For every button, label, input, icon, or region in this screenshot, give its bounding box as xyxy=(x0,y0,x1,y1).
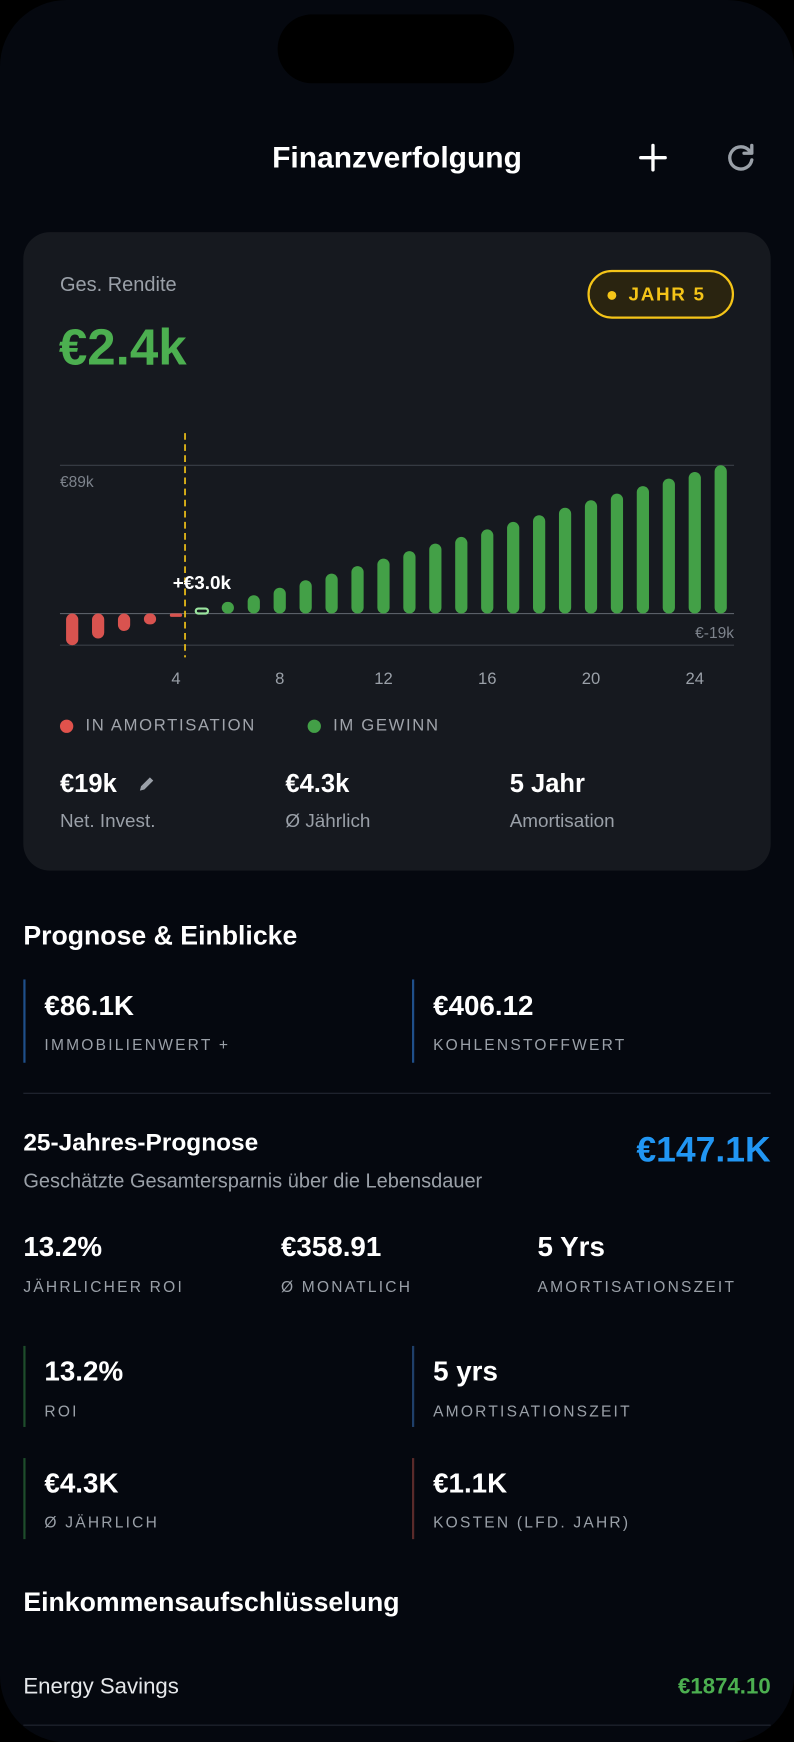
forecast-stat-label: Ø MONATLICH xyxy=(280,1277,413,1296)
bar xyxy=(688,471,701,614)
add-button[interactable] xyxy=(637,142,668,173)
forecast-stat-value: 13.2% xyxy=(23,1231,103,1263)
x-tick-label: 24 xyxy=(686,669,705,688)
bar xyxy=(66,613,79,646)
divider xyxy=(23,1092,771,1094)
forecast-stat-value: €358.91 xyxy=(280,1231,382,1263)
section-title: Einkommensaufschlüsselung xyxy=(23,1587,400,1618)
bar xyxy=(533,515,546,614)
accent-line xyxy=(23,1345,26,1427)
bar xyxy=(714,465,727,614)
legend-label: IN AMORTISATION xyxy=(86,716,256,735)
forecast-title: 25-Jahres-Prognose xyxy=(23,1128,259,1156)
x-tick-label: 4 xyxy=(171,669,180,688)
bar xyxy=(299,580,312,614)
chart: €89k €-19k 4 8 12 16 20 24 +€3.0k IN AMORTISATION… xyxy=(59,433,734,735)
bar xyxy=(481,529,494,614)
bar xyxy=(351,566,364,614)
metric-value: €1.1K xyxy=(433,1468,508,1500)
dynamic-island xyxy=(277,14,515,84)
metric-value: 13.2% xyxy=(44,1355,124,1388)
forecast-stat-label: JÄHRLICHER ROI xyxy=(23,1277,184,1296)
stat-label: Amortisation xyxy=(509,810,615,832)
stat-label: Net. Invest. xyxy=(59,810,156,832)
x-tick-label: 20 xyxy=(582,669,601,688)
legend-label: IM GEWINN xyxy=(333,716,440,735)
bar xyxy=(377,558,390,614)
bar xyxy=(636,486,649,614)
metric-value: €4.3K xyxy=(44,1468,119,1500)
bar xyxy=(558,507,572,614)
metric-value: 5 yrs xyxy=(433,1355,498,1388)
bar xyxy=(455,536,468,614)
header-title: Finanzverfolgung xyxy=(272,140,522,175)
legend-dot xyxy=(59,719,74,733)
bar xyxy=(143,613,157,625)
bar xyxy=(92,613,105,639)
edit-icon[interactable] xyxy=(137,774,157,794)
bar xyxy=(273,587,286,614)
annotation: +€3.0k xyxy=(173,572,232,593)
x-tick-label: 12 xyxy=(374,669,393,688)
bar xyxy=(247,595,260,614)
bar xyxy=(610,493,624,614)
bar xyxy=(429,543,442,614)
refresh-button[interactable] xyxy=(725,142,756,173)
income-value: €1874.10 xyxy=(678,1674,771,1700)
metric-label: AMORTISATIONSZEIT xyxy=(433,1402,632,1420)
insight-label: IMMOBILIENWERT + xyxy=(44,1035,231,1054)
card-value: €2.4k xyxy=(58,318,187,376)
bar xyxy=(507,521,520,614)
legend-dot xyxy=(307,719,321,733)
badge-text: JAHR 5 xyxy=(628,284,706,306)
metric-label: Ø JÄHRLICH xyxy=(44,1513,160,1531)
bar xyxy=(169,613,183,617)
metric-label: KOSTEN (LFD. JAHR) xyxy=(433,1513,631,1531)
bar xyxy=(117,613,131,632)
accent-line xyxy=(411,1345,415,1427)
insight-value: €86.1K xyxy=(44,990,134,1022)
forecast-subtitle: Geschätzte Gesamtersparnis über die Lebe… xyxy=(23,1169,483,1192)
card-label: Ges. Rendite xyxy=(59,273,177,296)
badge-dot xyxy=(607,290,617,300)
x-tick-label: 16 xyxy=(478,669,497,688)
accent-line xyxy=(411,979,415,1063)
bar xyxy=(662,478,675,614)
x-tick-label: 8 xyxy=(275,669,284,688)
insight-value: €406.12 xyxy=(433,990,534,1022)
forecast-total: €147.1K xyxy=(636,1129,771,1170)
forecast-stat-label: AMORTISATIONSZEIT xyxy=(537,1277,737,1296)
insight-label: KOHLENSTOFFWERT xyxy=(433,1035,627,1054)
y-tick-label: €-19k xyxy=(695,625,734,642)
bar xyxy=(325,573,338,614)
section-title: Prognose & Einblicke xyxy=(23,921,298,952)
metric-label: ROI xyxy=(44,1402,79,1420)
accent-line xyxy=(23,1458,26,1540)
bar xyxy=(403,551,416,614)
bar xyxy=(584,500,598,614)
accent-line xyxy=(411,1458,415,1540)
bar xyxy=(221,601,234,614)
stat-value: €4.3k xyxy=(285,768,350,798)
stat-label: Ø Jährlich xyxy=(285,810,371,832)
stat-value: 5 Jahr xyxy=(509,768,585,798)
bar xyxy=(194,607,210,615)
forecast-stat-value: 5 Yrs xyxy=(537,1231,605,1263)
divider xyxy=(23,1724,771,1726)
y-tick-label: €89k xyxy=(60,474,94,491)
accent-line xyxy=(23,979,26,1063)
income-label[interactable]: Energy Savings xyxy=(23,1674,179,1700)
stat-value: €19k xyxy=(59,768,117,798)
